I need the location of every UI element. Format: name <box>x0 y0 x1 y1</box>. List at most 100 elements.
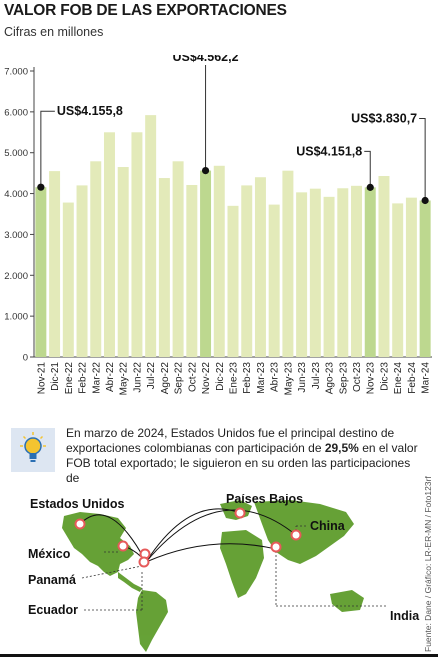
x-tick-label: Abr-22 <box>105 362 116 392</box>
bar <box>392 203 404 357</box>
y-tick-label: 7.000 <box>4 67 28 78</box>
bar <box>282 170 294 357</box>
pin-netherlands <box>234 507 246 519</box>
x-tick-label: May-23 <box>283 362 294 396</box>
x-tick-label: Dic-23 <box>379 362 390 391</box>
bar <box>158 178 170 357</box>
bar <box>323 196 335 357</box>
label-mexico: México <box>28 547 71 561</box>
x-tick-label: Abr-23 <box>270 362 281 392</box>
y-tick-label: 1.000 <box>4 312 28 323</box>
pin-us <box>74 518 86 530</box>
leader-lines <box>81 525 386 611</box>
y-tick-label: 0 <box>23 353 28 364</box>
pin-china <box>290 529 302 541</box>
label-estados-unidos: Estados Unidos <box>30 497 125 511</box>
bar <box>90 161 102 357</box>
chart-title: VALOR FOB DE LAS EXPORTACIONES <box>4 2 287 19</box>
pin-ecuador <box>138 556 150 568</box>
y-tick-label: 5.000 <box>4 148 28 159</box>
south-america-shape <box>136 590 168 652</box>
x-tick-label: Jul-23 <box>311 362 322 390</box>
world-map: Estados Unidos Países Bajos China México… <box>28 494 420 652</box>
label-ecuador: Ecuador <box>28 603 78 617</box>
route-lines <box>79 508 297 563</box>
callout-label: US$3.830,7 <box>351 111 417 125</box>
x-tick-label: Feb-24 <box>407 362 418 394</box>
info-text-bold: 29,5% <box>324 441 359 455</box>
label-china: China <box>310 519 346 533</box>
bottom-rule <box>0 654 438 657</box>
label-india: India <box>390 609 420 623</box>
callout-label: US$4.562,2 <box>173 55 239 64</box>
x-tick-label: Nov-23 <box>366 362 377 395</box>
bar <box>254 177 266 357</box>
callout-dot <box>421 196 429 205</box>
route-india <box>145 543 277 563</box>
bar <box>172 161 184 357</box>
bar <box>227 205 239 357</box>
oceania-shape <box>330 590 364 612</box>
x-tick-label: Jul-22 <box>146 362 157 390</box>
bar <box>419 200 431 357</box>
callout-line <box>364 150 371 188</box>
source-credit: Fuente: Dane / Gráfico: LR-ER-MN / Foto1… <box>423 476 433 652</box>
lightbulb-icon <box>11 428 55 472</box>
bar <box>186 184 198 357</box>
x-tick-label: Feb-23 <box>242 362 253 394</box>
bar <box>131 132 143 357</box>
x-tick-label: Jun-23 <box>297 362 308 393</box>
bar <box>200 170 212 357</box>
bar <box>145 115 157 357</box>
bar <box>117 167 129 357</box>
bar <box>62 202 74 357</box>
x-tick-label: Ene-23 <box>229 362 240 395</box>
bar <box>364 187 376 357</box>
bar <box>76 185 88 357</box>
x-tick-label: May-22 <box>119 362 130 396</box>
bar <box>378 176 390 357</box>
x-tick-label: Ene-22 <box>64 362 75 395</box>
route-china <box>145 509 297 563</box>
x-tick-label: Mar-24 <box>421 362 432 394</box>
label-panama: Panamá <box>28 573 76 587</box>
y-tick-label: 3.000 <box>4 230 28 241</box>
bar <box>309 188 321 357</box>
x-tick-label: Dic-21 <box>50 362 61 391</box>
x-tick-label: Ago-22 <box>160 362 171 395</box>
map-pins <box>74 507 302 568</box>
x-tick-label: Mar-23 <box>256 362 267 394</box>
bar <box>213 165 225 357</box>
bar <box>351 185 363 357</box>
pin-india <box>270 541 282 553</box>
x-tick-label: Nov-21 <box>36 362 47 395</box>
bar <box>296 192 308 357</box>
bar <box>103 132 115 357</box>
chart-subtitle: Cifras en millones <box>4 25 104 39</box>
x-tick-label: Jun-22 <box>132 362 143 393</box>
x-tick-label: Nov-22 <box>201 362 212 395</box>
central-america-shape <box>118 572 142 592</box>
x-tick-label: Ene-24 <box>393 362 404 395</box>
bar <box>405 197 417 357</box>
x-tick-label: Oct-23 <box>352 362 363 392</box>
label-paises-bajos: Países Bajos <box>226 494 303 506</box>
bar <box>337 188 349 357</box>
callout-label: US$4.155,8 <box>57 104 123 118</box>
africa-shape <box>220 530 264 598</box>
x-tick-label: Mar-22 <box>91 362 102 394</box>
callout-dot <box>37 183 45 191</box>
bar-chart: 0 1.000 2.000 3.000 4.000 5.000 6.000 7.000 Nov-… <box>4 55 432 396</box>
pin-mexico <box>117 540 129 552</box>
y-tick-label: 6.000 <box>4 107 28 118</box>
callout-dot <box>366 183 374 191</box>
callout-dot <box>201 167 210 175</box>
x-tick-label: Dic-22 <box>215 362 226 391</box>
bar <box>49 171 61 357</box>
x-tick-label: Feb-22 <box>78 362 89 394</box>
route-us <box>79 514 147 563</box>
info-text-after: en el valor FOB total exportado; le sigu… <box>66 441 418 485</box>
x-tick-label: Ago-23 <box>325 362 336 395</box>
x-tick-label: Sep-23 <box>338 362 349 395</box>
bar <box>268 204 280 357</box>
